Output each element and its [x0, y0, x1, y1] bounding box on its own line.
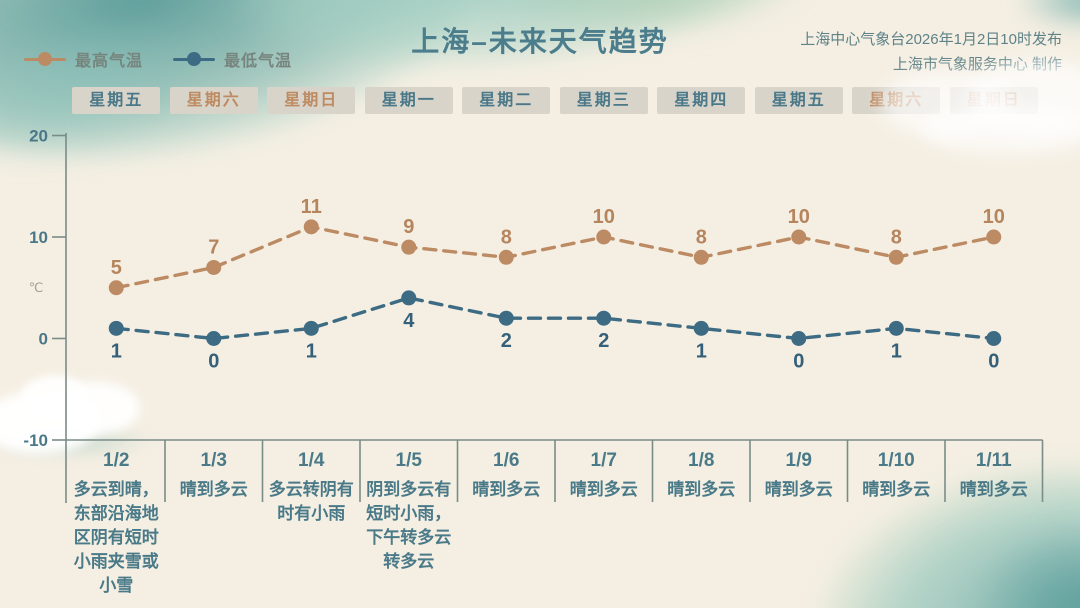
low-temp-point-1/11: [986, 331, 1002, 346]
low-temp-point-1/10: [888, 320, 904, 336]
low-temp-point-1/2: [108, 320, 124, 336]
weather-text-1/6: 晴到多云: [472, 480, 541, 499]
low-temp-value-1/10: 1: [891, 340, 902, 362]
date-label-1/2: 1/2: [103, 450, 130, 471]
low-temp-value-1/7: 2: [598, 330, 609, 352]
low-temp-line: [114, 296, 996, 341]
weekday-header-1/10: 星期六: [852, 87, 941, 114]
weather-text-1/7: 晴到多云: [569, 480, 638, 499]
low-temp-value-1/11: 0: [988, 351, 999, 373]
date-label-1/10: 1/10: [877, 450, 915, 471]
weekday-header-1/8: 星期四: [657, 87, 746, 114]
low-temp-value-1/6: 2: [501, 330, 512, 352]
issuer-line-1: 上海中心气象台2026年1月2日10时发布: [800, 31, 1062, 48]
date-label-1/8: 1/8: [688, 450, 715, 471]
high-temp-point-1/11: [986, 229, 1002, 245]
weekday-header-1/7: 星期三: [559, 87, 648, 114]
y-tick-label: 0: [39, 330, 48, 349]
high-temp-point-1/6: [498, 249, 514, 265]
high-temp-value-1/6: 8: [501, 226, 512, 248]
date-label-1/11: 1/11: [975, 450, 1012, 471]
y-tick-label: 20: [29, 127, 48, 146]
weather-text-1/11: 晴到多云: [959, 480, 1028, 499]
weather-text-1/3: 晴到多云: [179, 480, 248, 499]
high-temp-value-1/10: 8: [891, 226, 902, 248]
low-temp-point-1/7: [596, 310, 612, 326]
issuer-info: 上海中心气象台2026年1月2日10时发布 上海市气象服务中心 制作: [800, 27, 1062, 77]
date-label-1/5: 1/5: [395, 450, 422, 471]
low-temp-point-1/4: [303, 320, 319, 336]
weather-text-1/9: 晴到多云: [764, 480, 833, 499]
weather-text-1/2: 多云到晴， 东部沿海地 区阴有短时 小雨夹雪或 小雪: [73, 480, 159, 595]
low-temp-value-1/3: 0: [208, 351, 219, 373]
low-temp-value-1/2: 1: [111, 340, 122, 362]
high-temp-value-1/7: 10: [593, 206, 615, 228]
date-label-1/7: 1/7: [590, 450, 617, 471]
weekday-header-1/11: 星期日: [949, 87, 1038, 114]
low-temp-point-1/5: [401, 290, 417, 306]
weather-text-1/4: 多云转阴有 时有小雨: [268, 480, 354, 523]
high-temp-point-1/8: [693, 249, 709, 265]
low-temp-value-1/4: 1: [306, 340, 317, 362]
low-temp-point-1/8: [693, 320, 709, 336]
high-temp-value-1/4: 11: [301, 196, 322, 218]
high-temp-point-1/9: [791, 229, 807, 245]
weekday-header-1/3: 星期六: [169, 87, 258, 114]
low-temp-value-1/9: 0: [793, 351, 804, 373]
low-temp-point-1/3: [206, 331, 222, 346]
low-temp-point-1/9: [791, 331, 807, 346]
high-temp-value-1/3: 7: [208, 236, 219, 258]
high-temp-point-1/4: [303, 219, 319, 235]
date-label-1/3: 1/3: [200, 450, 227, 471]
weather-text-1/8: 晴到多云: [667, 480, 736, 499]
high-temp-value-1/8: 8: [696, 226, 707, 248]
high-temp-value-1/5: 9: [403, 216, 414, 238]
weather-text-1/5: 阴到多云有 短时小雨， 下午转多云 转多云: [366, 480, 452, 571]
low-temp-value-1/5: 4: [403, 310, 415, 332]
high-temp-point-1/2: [108, 280, 124, 296]
date-label-1/6: 1/6: [493, 450, 520, 471]
high-temp-value-1/2: 5: [111, 257, 122, 279]
high-temp-value-1/11: 10: [983, 206, 1005, 228]
high-temp-point-1/3: [206, 259, 222, 275]
high-temp-point-1/5: [401, 239, 417, 255]
low-temp-value-1/8: 1: [696, 340, 707, 362]
y-tick-label: 10: [29, 228, 48, 247]
high-temp-point-1/10: [888, 249, 904, 265]
y-axis-unit-label: ℃: [29, 280, 44, 295]
y-tick-label: -10: [23, 431, 48, 450]
weather-text-1/10: 晴到多云: [862, 480, 931, 499]
weekday-header-1/2: 星期五: [72, 87, 161, 114]
low-temp-point-1/6: [498, 310, 514, 326]
date-label-1/4: 1/4: [298, 450, 325, 471]
weekday-header-1/5: 星期一: [364, 87, 453, 114]
high-temp-line: [114, 225, 996, 290]
date-label-1/9: 1/9: [785, 450, 812, 471]
high-temp-value-1/9: 10: [788, 206, 810, 228]
high-temp-point-1/7: [596, 229, 612, 245]
weekday-header-1/6: 星期二: [462, 87, 551, 114]
weekday-header-1/4: 星期日: [267, 87, 356, 114]
weekday-header-1/9: 星期五: [754, 87, 843, 114]
issuer-line-2: 上海市气象服务中心 制作: [892, 56, 1062, 73]
